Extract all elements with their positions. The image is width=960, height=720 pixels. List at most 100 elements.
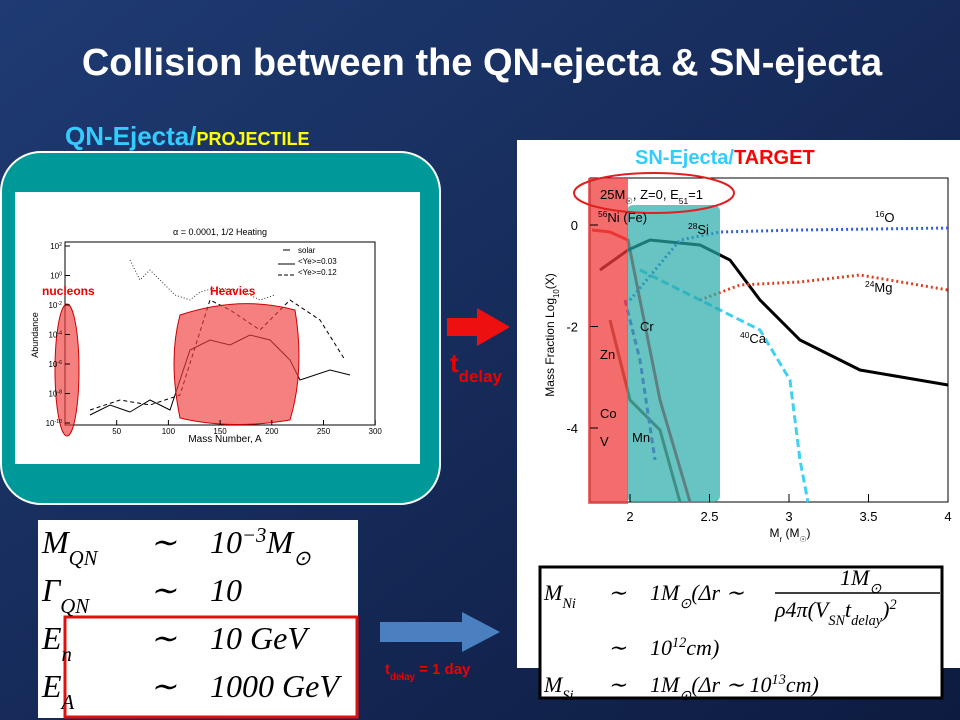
text-run: 1M	[650, 580, 681, 605]
subscript: n	[62, 643, 72, 666]
y-tick-label: 10-4	[48, 331, 62, 340]
text-run: Co	[600, 406, 617, 421]
text-run: t	[450, 348, 459, 378]
subscript: QN	[69, 547, 99, 570]
legend-label: <Ye>=0.03	[298, 257, 337, 266]
equation-lhs: EA	[41, 668, 75, 714]
x-tick-label: 200	[265, 427, 279, 436]
superscript: 12	[672, 635, 686, 651]
text-run: Cr	[640, 319, 654, 334]
superscript: 28	[688, 221, 698, 231]
x-label: Mass Number, A	[188, 434, 262, 445]
text-run: 10	[210, 572, 242, 608]
heading-emphasis: PROJECTILE	[197, 129, 310, 149]
annotation: nucleons	[42, 284, 95, 298]
text-run: , Z=0, E	[633, 187, 679, 202]
subscript: ⊙	[679, 688, 692, 704]
panel-heading: QN-Ejecta/PROJECTILE	[65, 121, 310, 151]
curve-label: 56Ni (Fe)	[598, 209, 647, 225]
subscript: delay	[390, 672, 416, 683]
text-run: t	[385, 661, 390, 678]
equation-rel: ∼	[150, 620, 177, 656]
equation-box	[38, 520, 358, 718]
y-tick-label: 10-6	[48, 360, 62, 369]
text-run: 10	[50, 272, 59, 281]
highlight	[627, 205, 720, 502]
y-tick-label: 10-2	[48, 301, 62, 310]
curve-label: 16O	[875, 209, 895, 225]
text-run: 10	[48, 301, 57, 310]
fraction-denominator: ρ4π(VSNtdelay)2	[774, 597, 897, 629]
curve-label: Mn	[632, 430, 650, 445]
text-run: Ni (Fe)	[607, 210, 647, 225]
superscript: 13	[772, 672, 786, 688]
text-run: Mg	[874, 280, 892, 295]
subscript: delay	[851, 613, 883, 629]
x-tick-label: 250	[317, 427, 331, 436]
highlight	[54, 303, 80, 437]
superscript: 40	[740, 330, 750, 340]
text-run: Si	[697, 222, 709, 237]
text-run: 1M	[650, 672, 681, 697]
text-run: Ca	[749, 331, 766, 346]
equation-rel: ∼	[150, 524, 177, 560]
text-run: 10	[210, 524, 242, 560]
equation-rhs: 1M⊙(Δr ∼ 1013cm)	[650, 672, 819, 704]
text-run: M	[770, 526, 780, 540]
text-run: V	[600, 434, 609, 449]
text-run: M	[265, 524, 295, 560]
y-label: Mass Fraction Log10(X)	[543, 273, 561, 396]
legend-label: <Ye>=0.12	[298, 268, 337, 277]
delay-label: tdelay	[450, 348, 502, 386]
superscript: -10	[55, 419, 63, 425]
y-tick-label: 10-8	[48, 390, 62, 399]
delay-caption: tdelay = 1 day	[385, 661, 471, 683]
equation-lhs: ΓQN	[41, 572, 90, 618]
subscript: Si	[562, 688, 573, 704]
x-tick-label: 150	[213, 427, 227, 436]
text-run: 10	[650, 635, 672, 660]
equation-lhs: En	[41, 620, 72, 666]
x-tick-label: 2.5	[700, 509, 718, 524]
text-run: (X)	[543, 273, 557, 289]
text-run: E	[41, 668, 62, 704]
highlight	[173, 303, 300, 426]
subscript: ☉	[625, 196, 633, 206]
text-run: 1000 GeV	[210, 668, 342, 704]
plot-title: α = 0.0001, 1/2 Heating	[173, 227, 267, 237]
panel-heading: SN-Ejecta/TARGET	[635, 147, 815, 169]
superscript: 2	[889, 597, 896, 613]
text-run: 10	[48, 390, 57, 399]
text-run: M	[41, 524, 71, 560]
y-label: Abundance	[30, 312, 40, 358]
equation-lhs: MNi	[543, 580, 576, 612]
curve-label: Co	[600, 406, 617, 421]
subscript: A	[60, 691, 75, 714]
text-run: M	[543, 672, 564, 697]
text-run: =1	[688, 187, 703, 202]
superscript: -8	[57, 390, 62, 396]
plot-title: 25M☉, Z=0, E51=1	[600, 187, 703, 206]
curve-label: 28Si	[688, 221, 709, 237]
x-tick-label: 3	[785, 509, 792, 524]
y-tick-label: 100	[50, 272, 62, 281]
equation-box	[538, 565, 944, 700]
subscript: 10	[552, 289, 561, 298]
heading: SN-Ejecta/	[635, 147, 734, 169]
equation-rhs: 1M⊙(Δr ∼	[650, 580, 745, 612]
text-run: 10	[48, 360, 57, 369]
text-run: M	[543, 580, 564, 605]
equation-rel: ∼	[150, 668, 177, 704]
superscript: -2	[57, 301, 62, 307]
text-run: cm)	[786, 672, 819, 697]
highlight	[63, 615, 359, 719]
y-tick-label: 0	[571, 218, 578, 233]
equation-lhs: MQN	[41, 524, 99, 570]
annotation: Heavies	[210, 284, 256, 298]
text-run: )	[806, 526, 810, 540]
superscript: -4	[57, 331, 62, 337]
curve-label: 40Ca	[740, 330, 767, 346]
y-tick-label: -2	[566, 320, 578, 335]
highlight	[588, 178, 628, 504]
